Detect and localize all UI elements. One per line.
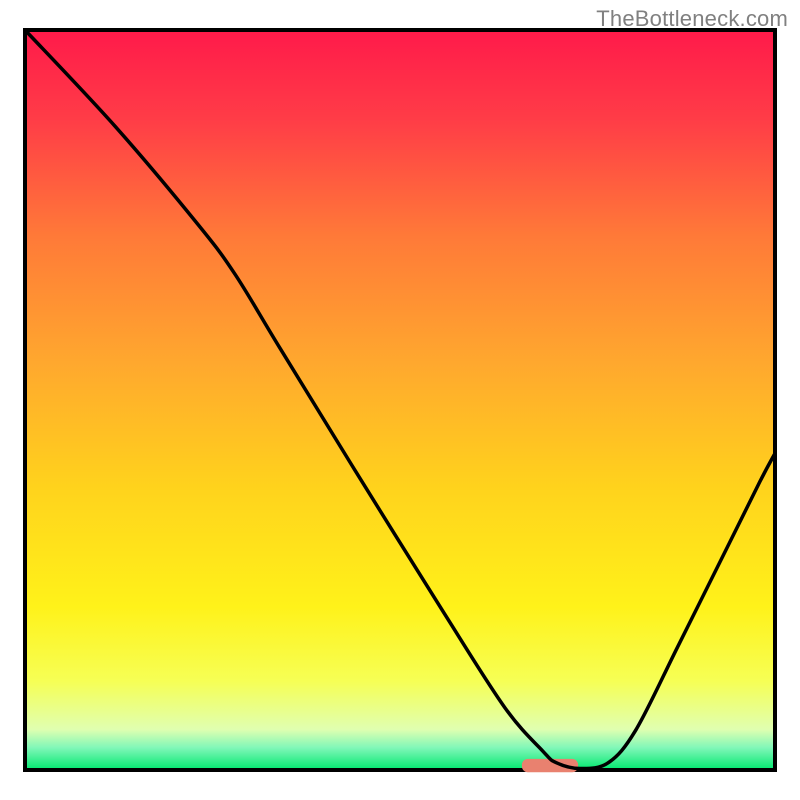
chart-svg — [0, 0, 800, 800]
chart-container: { "watermark": { "text": "TheBottleneck.… — [0, 0, 800, 800]
plot-background — [25, 30, 775, 770]
